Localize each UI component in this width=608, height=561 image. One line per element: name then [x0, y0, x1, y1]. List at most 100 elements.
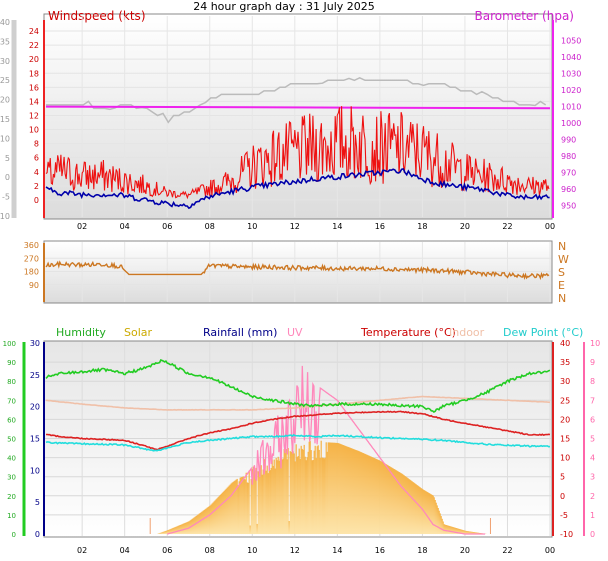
- humidity-series: [45, 358, 551, 413]
- solar-bar: [374, 458, 376, 534]
- solar-bar: [249, 525, 251, 534]
- solar-bar: [344, 445, 346, 534]
- temperature-scale-tick: -5: [2, 193, 10, 202]
- solar-bar: [310, 450, 312, 534]
- solar-bar: [405, 476, 407, 534]
- barometer-axis-tick: 1030: [561, 70, 581, 79]
- direction-axis-tick: 270: [24, 254, 39, 263]
- solar-bar: [216, 498, 218, 534]
- time-tick-label: 00: [545, 222, 555, 231]
- solar-bar: [202, 510, 204, 534]
- time-tick-label: 06: [162, 222, 172, 231]
- solar-bar: [389, 466, 391, 534]
- solar-bar: [437, 508, 439, 534]
- solar-bar: [348, 447, 350, 534]
- solar-bar: [220, 494, 222, 534]
- solar-bar: [466, 531, 468, 534]
- solar-bar: [462, 530, 464, 534]
- solar-bar: [200, 512, 202, 534]
- solar-bar: [245, 472, 247, 534]
- humidity-axis-tick: 70: [7, 397, 16, 405]
- solar-bar: [416, 485, 418, 534]
- solar-bar: [452, 527, 454, 534]
- uv-axis-tick: 9: [590, 358, 595, 367]
- solar-bar: [240, 477, 242, 534]
- solar-bar: [321, 457, 323, 534]
- solar-bar: [218, 496, 220, 534]
- solar-bar: [440, 516, 442, 534]
- solar-bar: [365, 454, 367, 534]
- solar-bar: [247, 482, 249, 534]
- time-tick-label: 18: [417, 546, 427, 555]
- solar-bar: [227, 486, 229, 534]
- barometer-axis-tick: 950: [561, 202, 576, 211]
- solar-bar: [364, 453, 366, 534]
- rainfall-axis-tick: 5: [35, 498, 40, 507]
- solar-bar: [295, 444, 297, 534]
- solar-bar: [399, 472, 401, 534]
- solar-bar: [282, 458, 284, 534]
- wind-axis-tick: 10: [29, 126, 39, 135]
- solar-bar: [252, 466, 254, 534]
- solar-bar: [433, 497, 435, 534]
- solar-bar: [290, 451, 292, 534]
- temperature-axis-tick: -5: [560, 511, 568, 520]
- solar-bar: [467, 531, 469, 534]
- solar-bar: [350, 448, 352, 534]
- wind-axis-tick: 18: [29, 69, 39, 78]
- solar-bar: [307, 451, 309, 534]
- solar-bar: [273, 459, 275, 534]
- wind-axis-tick: 4: [34, 168, 39, 177]
- solar-bar: [470, 531, 472, 534]
- solar-bar: [363, 453, 365, 534]
- solar-bar: [341, 444, 343, 534]
- solar-bar: [208, 506, 210, 534]
- uv-axis-tick: 0: [590, 530, 595, 539]
- solar-bar: [172, 527, 174, 534]
- direction-axis-tick: 180: [24, 268, 39, 277]
- solar-bar: [182, 523, 184, 534]
- solar-bar: [378, 460, 380, 534]
- solar-bar: [388, 466, 390, 534]
- solar-bar: [272, 465, 274, 534]
- solar-bar: [192, 518, 194, 534]
- solar-bar: [384, 463, 386, 534]
- solar-bar: [316, 446, 318, 534]
- solar-bar: [343, 445, 345, 534]
- temperature-scale-tick: 0: [5, 173, 10, 182]
- solar-bar: [258, 467, 260, 534]
- solar-bar: [288, 521, 290, 534]
- time-tick-label: 14: [332, 546, 342, 555]
- solar-bar: [291, 446, 293, 534]
- solar-bar: [439, 513, 441, 534]
- humidity-axis-tick: 60: [7, 416, 16, 424]
- solar-bar: [303, 444, 305, 534]
- solar-bar: [286, 459, 288, 534]
- time-tick-label: 10: [247, 222, 257, 231]
- solar-bar: [400, 473, 402, 534]
- wind-axis-tick: 20: [29, 55, 39, 64]
- temperature-scale-tick: -10: [0, 212, 10, 221]
- solar-bar: [215, 499, 217, 534]
- solar-bar: [169, 529, 171, 534]
- solar-bar: [244, 479, 246, 534]
- temperature-scale-tick: 20: [0, 96, 10, 105]
- solar-bar: [419, 487, 421, 534]
- rainfall-axis-tick: 15: [30, 435, 40, 444]
- humidity-axis-tick: 50: [7, 436, 16, 444]
- solar-bar: [449, 526, 451, 534]
- humidity-axis-tick: 30: [7, 474, 16, 482]
- solar-bar: [280, 457, 282, 534]
- legend-entry: Indoor: [449, 326, 485, 339]
- solar-bar: [474, 532, 476, 534]
- solar-bar: [446, 525, 448, 534]
- solar-bar: [197, 514, 199, 534]
- solar-bar: [317, 445, 319, 534]
- solar-bar: [212, 502, 214, 534]
- solar-bar: [432, 495, 434, 534]
- solar-bar: [181, 524, 183, 534]
- wind-gust-series: [45, 106, 550, 200]
- solar-bar: [434, 500, 436, 534]
- solar-bar: [299, 458, 301, 534]
- solar-bar: [324, 457, 326, 534]
